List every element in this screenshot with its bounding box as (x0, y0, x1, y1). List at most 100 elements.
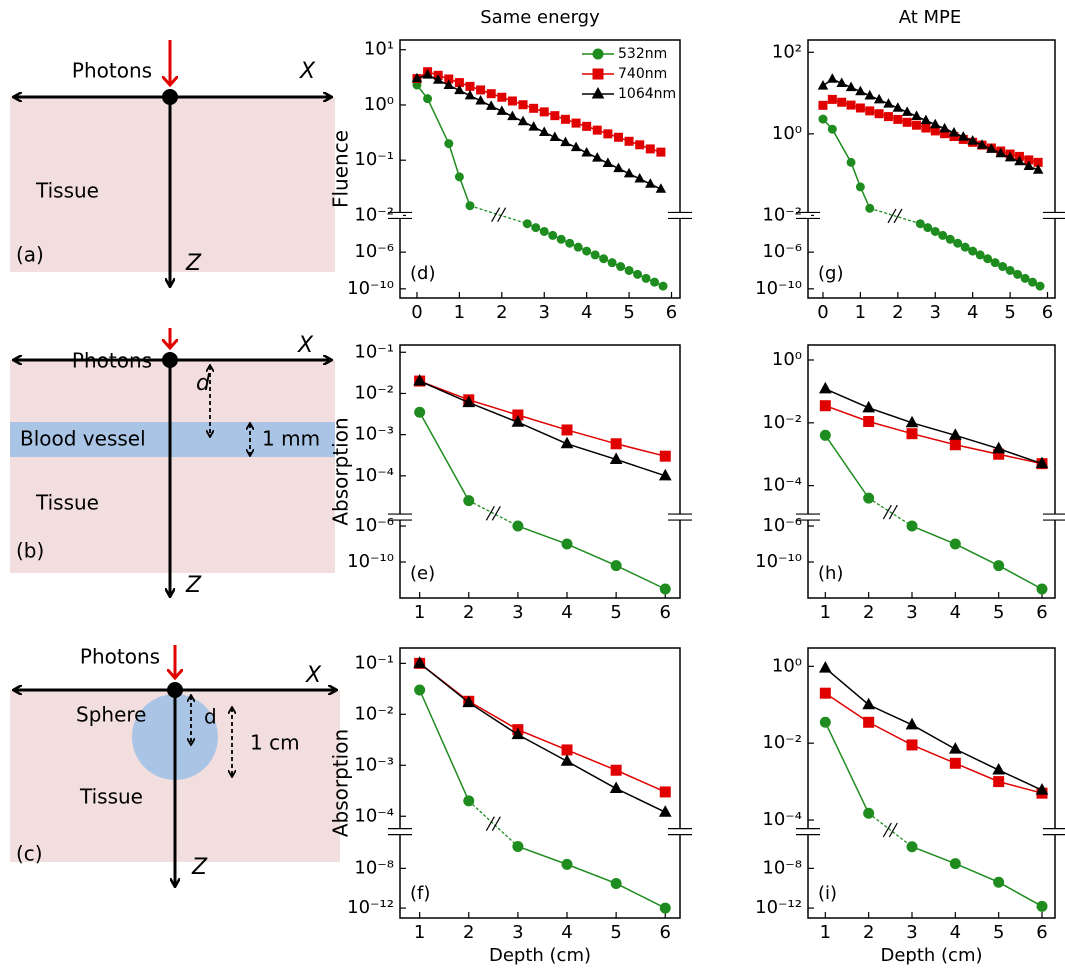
marker (938, 230, 948, 240)
chart: 1 2 3 4 5 6 10⁰ 10⁻² 10⁻⁴ 10⁻⁸ 10⁻¹² (i) Depth (cm) (755, 647, 1065, 966)
y-tick-label: 10⁻⁸ (762, 857, 802, 878)
marker (983, 254, 993, 264)
z-label: Z (185, 251, 202, 276)
marker (539, 107, 549, 117)
y-tick-label: 10⁻¹⁰ (755, 551, 802, 572)
axis-break-gap (397, 828, 403, 835)
marker (906, 428, 918, 440)
marker (633, 269, 643, 279)
panel-label: (e) (410, 563, 435, 584)
marker (883, 98, 894, 108)
marker (1023, 160, 1035, 171)
origin-dot (167, 682, 183, 698)
series-line (419, 662, 666, 813)
panel-label: (a) (16, 243, 44, 267)
series-line (824, 692, 1043, 794)
marker (529, 103, 539, 113)
marker (1020, 273, 1030, 283)
break-connector (468, 500, 519, 527)
marker (422, 69, 433, 79)
marker (423, 94, 433, 104)
chart: 1 2 3 4 5 6 10⁻¹ 10⁻² 10⁻³ 10⁻⁴ 10⁻⁶ 10⁻¹⁰ (e) Absorp… (329, 341, 692, 623)
diagram-b: Photons X d 1 mm Blood vessel Tissue (b)… (10, 328, 335, 598)
marker (855, 182, 865, 192)
marker (592, 125, 602, 135)
marker (512, 840, 524, 852)
marker (573, 242, 583, 252)
series-line (418, 689, 470, 802)
y-tick-label: 10⁻² (354, 703, 394, 724)
y-tick-label: 10⁻⁶ (762, 515, 802, 536)
marker (827, 94, 837, 104)
line-break-mark (882, 822, 892, 838)
marker (1035, 456, 1049, 469)
marker (570, 141, 582, 152)
marker (921, 123, 931, 133)
tissue-label: Tissue (79, 785, 143, 809)
x-tick-label: 1 (454, 302, 465, 323)
panel-label: (d) (410, 263, 435, 284)
marker (863, 492, 875, 504)
line-break-mark (888, 822, 898, 838)
y-axis-label: Fluence (329, 130, 353, 208)
y-tick-label: 10⁻⁴ (354, 465, 394, 486)
marker (846, 157, 856, 167)
marker (659, 902, 671, 914)
series-line (825, 388, 1043, 465)
plot-frame (399, 647, 681, 919)
plot-frame (807, 344, 1056, 599)
marker (855, 103, 865, 113)
marker (603, 129, 613, 139)
x-tick-label: 5 (610, 602, 621, 623)
series-line (822, 78, 1039, 171)
line-break-mark (887, 208, 897, 224)
x-tick-label: 6 (660, 922, 671, 943)
marker (1014, 155, 1025, 166)
y-tick-label: 10⁻¹² (755, 897, 802, 918)
marker (953, 238, 963, 248)
sphere-label: Sphere (76, 703, 146, 727)
depth-label: d (196, 371, 211, 396)
marker (624, 136, 634, 146)
x-tick-label: 4 (950, 922, 961, 943)
tissue-label: Tissue (35, 179, 99, 203)
x-tick-label: 0 (411, 302, 422, 323)
break-connector (869, 207, 921, 225)
x-tick-label: 6 (1036, 602, 1047, 623)
plot-frame (399, 344, 681, 599)
x-tick-label: 1 (820, 602, 831, 623)
marker (659, 583, 671, 595)
marker (893, 114, 903, 124)
x-tick-label: 2 (463, 922, 474, 943)
x-tick-label: 2 (892, 302, 903, 323)
marker (607, 258, 617, 268)
marker (945, 234, 955, 244)
marker (658, 805, 672, 817)
x-tick-label: 1 (820, 922, 831, 943)
y-tick-label: 10⁰ (772, 349, 802, 370)
marker (582, 246, 592, 256)
y-tick-label: 10⁻⁶ (762, 241, 802, 262)
series-line (911, 846, 1043, 907)
legend-label: 740nm (618, 66, 667, 82)
series-line (825, 405, 1043, 465)
marker (862, 697, 876, 710)
axis-break-gap (1052, 514, 1058, 521)
panel-label: (g) (818, 263, 843, 284)
marker (413, 374, 426, 386)
marker (976, 139, 988, 149)
plot-frame (399, 39, 681, 299)
panel-label: (b) (16, 539, 44, 563)
legend-marker (592, 68, 604, 80)
x-tick-label: 5 (993, 922, 1004, 943)
z-label: Z (191, 855, 208, 880)
marker (641, 273, 651, 283)
z-label: Z (185, 573, 202, 598)
marker (635, 140, 645, 150)
marker (998, 262, 1008, 272)
panel-label: (f) (410, 883, 430, 904)
marker (1036, 900, 1048, 912)
chart: 1 2 3 4 5 6 10⁰ 10⁻² 10⁻⁴ 10⁻⁶ 10⁻¹⁰ (h) (755, 344, 1065, 623)
marker (863, 716, 875, 728)
